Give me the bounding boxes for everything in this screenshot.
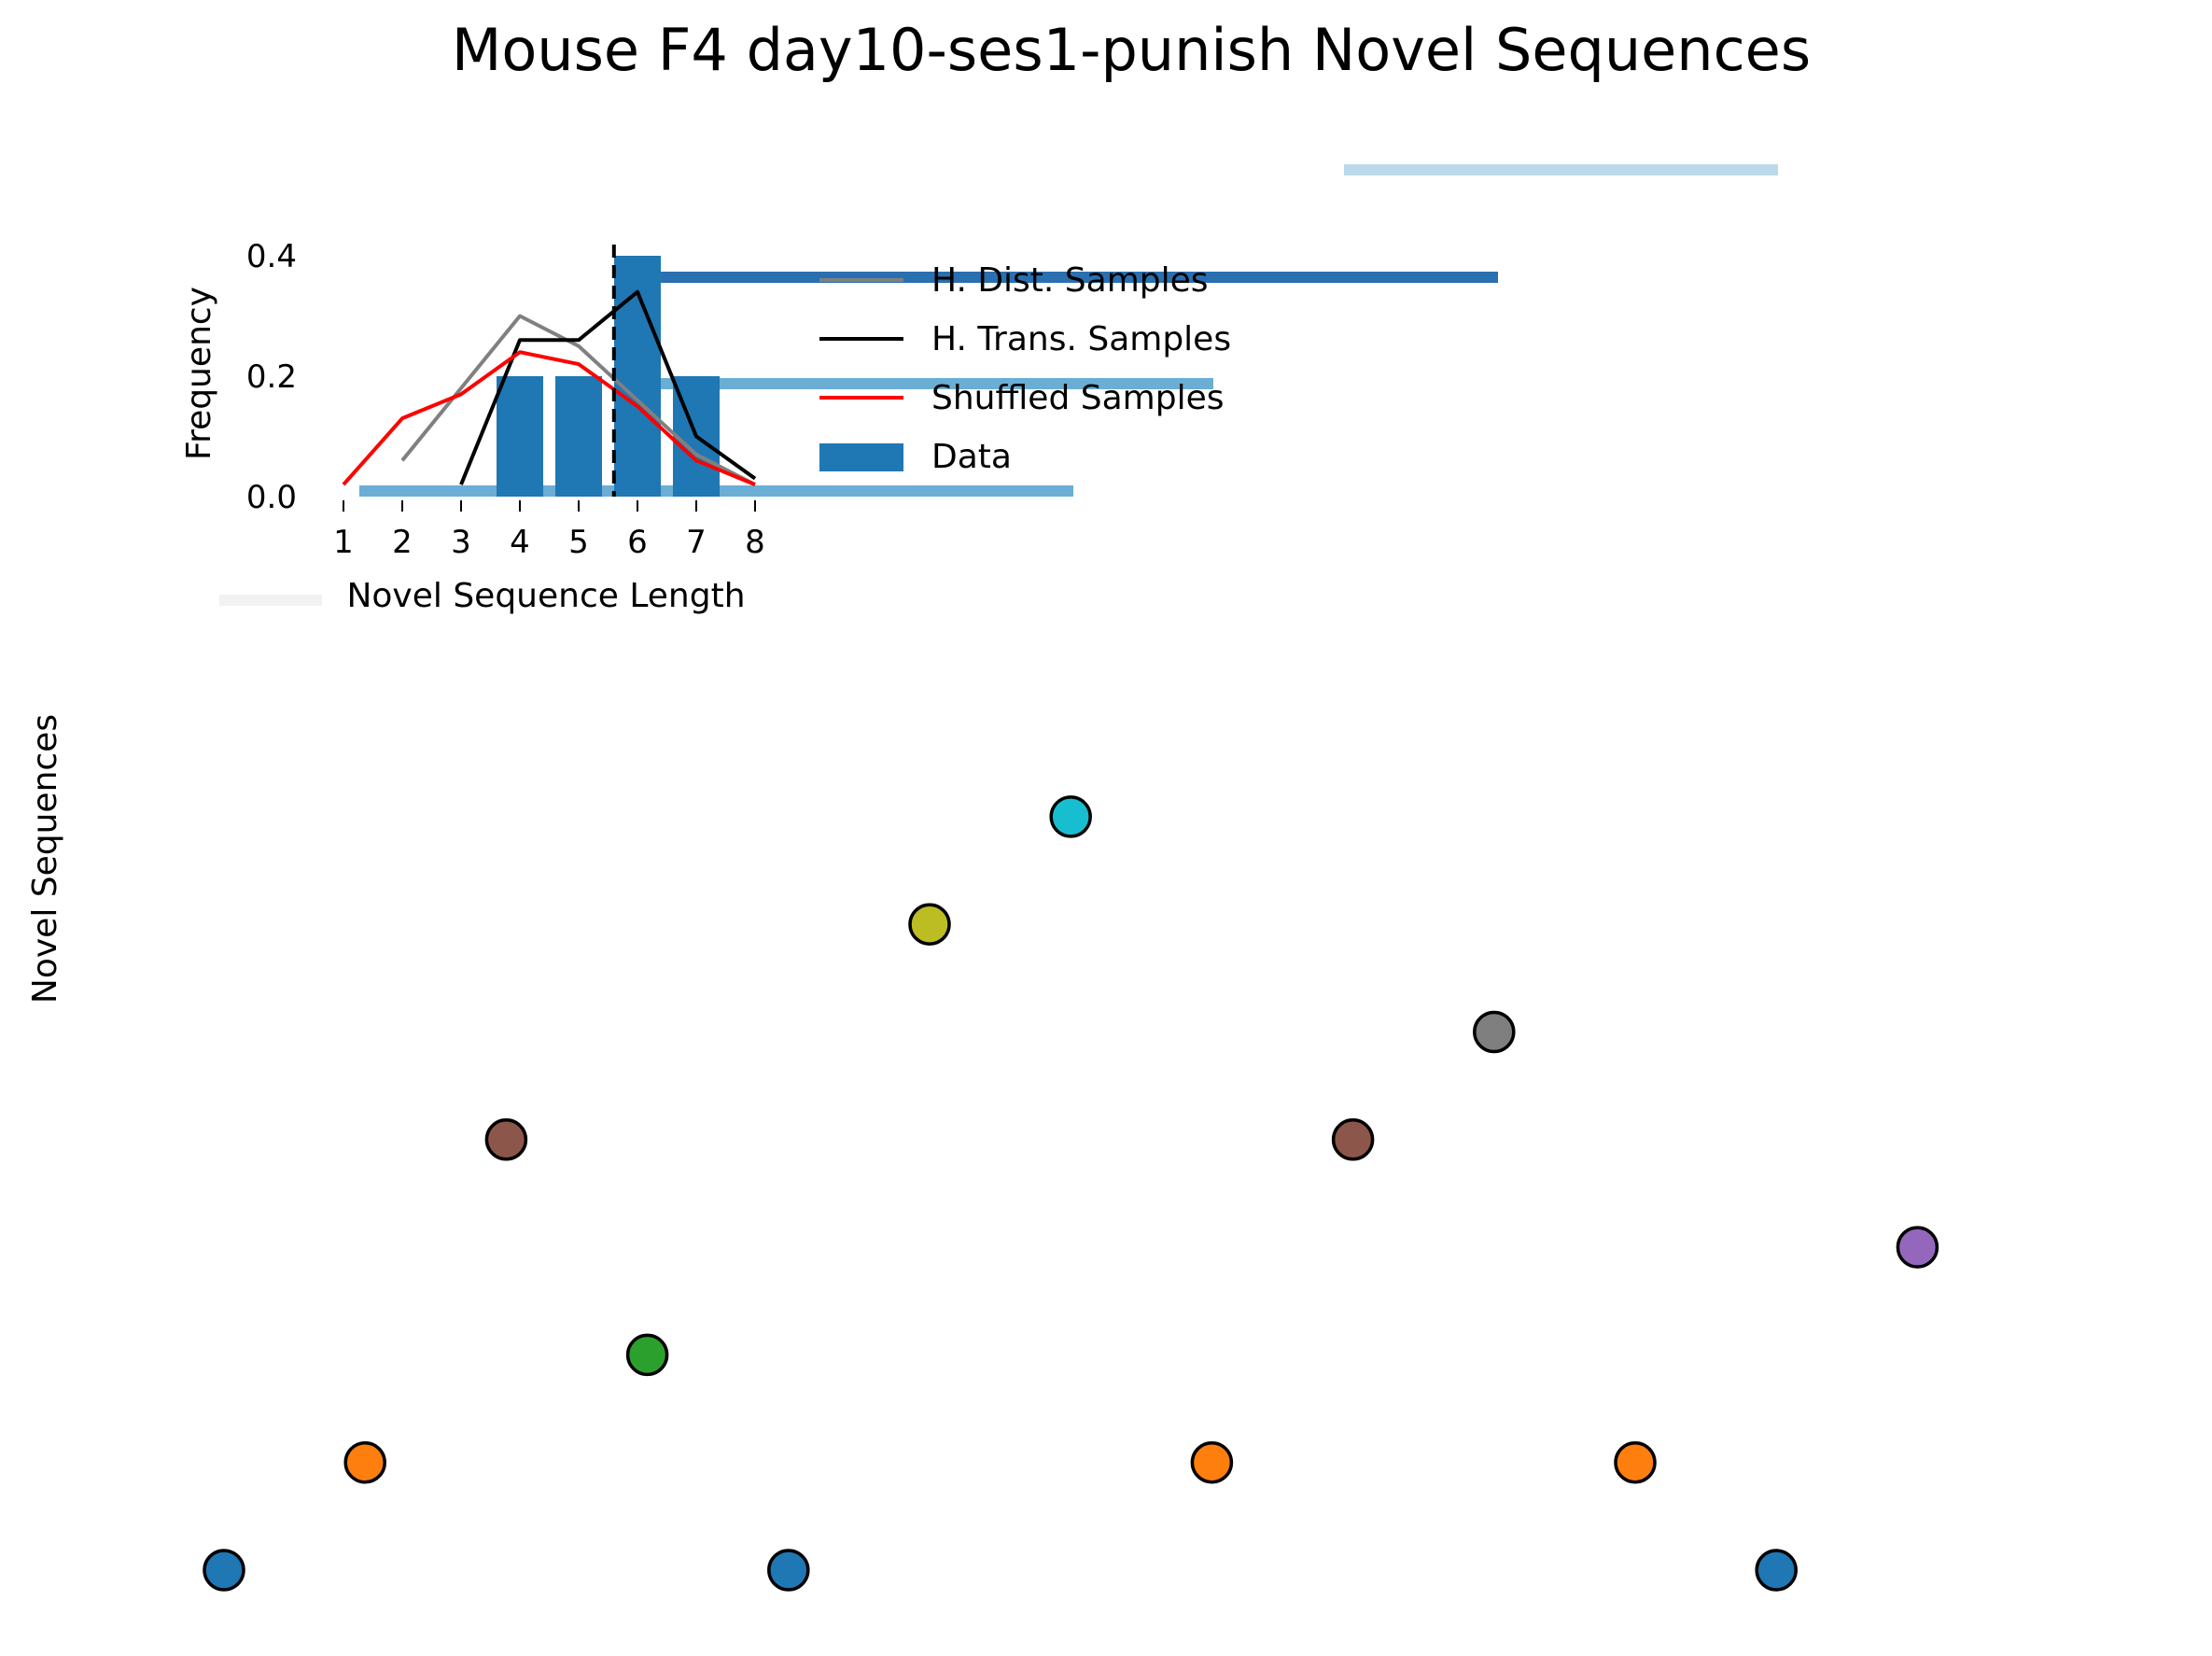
sequence-point <box>1473 1010 1516 1054</box>
hdist-samples-line <box>400 314 756 486</box>
legend-label: H. Trans. Samples <box>931 320 1231 358</box>
htrans-samples-line <box>459 289 757 485</box>
chart-title: Mouse F4 day10-ses1-punish Novel Sequenc… <box>452 16 1811 84</box>
sequence-point <box>1049 795 1092 838</box>
inset-x-tick-label: 3 <box>451 524 471 561</box>
sequence-point <box>484 1118 528 1161</box>
sequence-point <box>1331 1118 1375 1161</box>
novel-sequences-scatter <box>203 795 1939 1592</box>
sequence-point <box>1190 1440 1234 1484</box>
sequence-point <box>1896 1226 1939 1269</box>
sequence-point <box>625 1333 669 1377</box>
inset-x-tick-label: 2 <box>392 524 413 561</box>
main-y-axis-label: Novel Sequences <box>26 714 64 1003</box>
inset-x-axis-label: Novel Sequence Length <box>346 577 745 615</box>
data-bar <box>497 376 543 497</box>
inset-legend: H. Dist. Samples H. Trans. Samples Shuffle… <box>819 261 1231 476</box>
legend-label: H. Dist. Samples <box>931 261 1209 300</box>
inset-histogram: 1 2 3 4 5 6 7 80.00.20.4 Novel Sequence Length … <box>180 238 765 615</box>
sequence-point <box>1755 1549 1798 1592</box>
inset-x-tick-label: 8 <box>745 524 765 561</box>
inset-y-tick-label: 0.0 <box>246 479 297 516</box>
inset-x-tick-label: 4 <box>510 524 530 561</box>
legend-label: Shuffled Samples <box>931 379 1224 417</box>
inset-y-axis-label: Frequency <box>180 287 218 460</box>
inset-x-tick-label: 7 <box>686 524 707 561</box>
legend-bar-swatch <box>819 443 903 471</box>
inset-x-tick-label: 6 <box>627 524 648 561</box>
sequence-point <box>767 1549 810 1592</box>
sequence-point <box>908 903 951 946</box>
inset-y-tick-label: 0.4 <box>246 238 297 275</box>
data-bar <box>555 376 602 497</box>
inset-x-tick-label: 1 <box>333 524 354 561</box>
inset-y-tick-label: 0.2 <box>246 358 297 396</box>
legend-label: Data <box>931 438 1012 476</box>
sequence-point <box>343 1440 386 1484</box>
sequence-point <box>1614 1440 1657 1484</box>
inset-x-tick-label: 5 <box>568 524 589 561</box>
shuffled-samples-line <box>342 350 756 486</box>
sequence-point <box>203 1549 245 1592</box>
